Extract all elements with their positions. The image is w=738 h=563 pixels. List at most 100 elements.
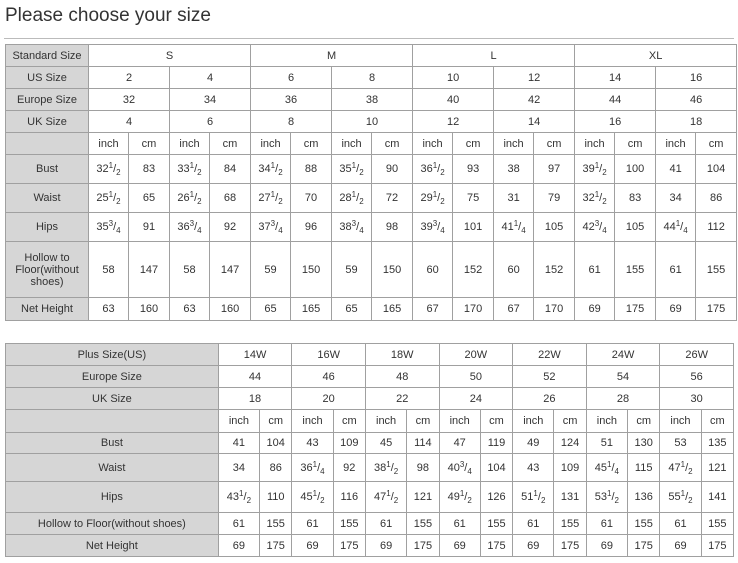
row-label: Waist — [5, 183, 89, 213]
table-cell: 281/2 — [331, 183, 373, 213]
table-cell: 34 — [217, 453, 261, 482]
table-cell: 24W — [585, 343, 661, 366]
table-cell: inch — [331, 132, 373, 155]
table-cell: cm — [479, 409, 514, 433]
table-cell: 175 — [614, 297, 657, 321]
table-cell: 155 — [259, 512, 293, 535]
table-cell: 34 — [655, 183, 697, 213]
table-cell: 121 — [406, 481, 440, 513]
table-cell: 471/2 — [364, 481, 408, 513]
table-cell: 351/2 — [331, 154, 373, 184]
table-cell: 20 — [291, 387, 366, 410]
table-cell: 441/4 — [655, 212, 697, 242]
table-cell: 61 — [659, 512, 702, 535]
table-cell: 47 — [438, 432, 481, 454]
table-cell: 105 — [533, 212, 576, 242]
table-cell: inch — [412, 132, 454, 155]
table-row: Europe Size 32 34 36 38 40 42 44 46 — [5, 88, 738, 111]
table-cell: 36 — [250, 88, 333, 111]
table-cell: 65 — [331, 297, 373, 321]
table-cell: cm — [452, 132, 495, 155]
table-cell: 160 — [208, 297, 252, 321]
table-cell: 31 — [493, 183, 535, 213]
table-cell: 63 — [88, 297, 129, 321]
table-cell: 104 — [259, 432, 293, 454]
table-cell: 411/4 — [493, 212, 535, 242]
table-cell: 291/2 — [412, 183, 454, 213]
table-cell: 100 — [614, 154, 657, 184]
table-cell: cm — [553, 409, 587, 433]
table-row: Hollow to Floor(without shoes) 58 147 58 147… — [5, 241, 738, 298]
table-cell: L — [412, 44, 576, 67]
table-cell: cm — [695, 132, 738, 155]
table-cell: 75 — [452, 183, 495, 213]
table-cell: 383/4 — [331, 212, 373, 242]
table-cell: 136 — [627, 481, 661, 513]
table-cell: 4 — [168, 66, 252, 89]
table-cell: 72 — [371, 183, 414, 213]
table-cell: 155 — [700, 512, 735, 535]
table-cell: 96 — [290, 212, 333, 242]
table-row: Europe Size 44 46 48 50 52 54 56 — [5, 365, 734, 388]
table-cell: cm — [259, 409, 293, 433]
table-cell: 175 — [332, 534, 366, 557]
table-cell: 86 — [695, 183, 738, 213]
row-label — [5, 132, 89, 155]
row-label: Net Height — [5, 534, 219, 557]
table-cell: 6 — [250, 66, 333, 89]
table-cell: 65 — [250, 297, 292, 321]
table-row: Bust 321/2 83 331/2 84 341/2 88 351/2 90 361/2 93 3… — [5, 154, 738, 184]
table-cell: XL — [574, 44, 738, 67]
table-cell: cm — [627, 409, 661, 433]
table-cell: 14W — [217, 343, 293, 366]
table-cell: 10 — [412, 66, 495, 89]
table-cell: 112 — [695, 212, 738, 242]
table-cell: 98 — [406, 453, 440, 482]
table-cell: 92 — [208, 212, 252, 242]
table-cell: 451/2 — [291, 481, 334, 513]
table-cell: 124 — [553, 432, 587, 454]
divider — [4, 38, 734, 39]
table-cell: 67 — [412, 297, 454, 321]
table-cell: inch — [493, 132, 535, 155]
table-cell: 363/4 — [169, 212, 210, 242]
table-cell: 155 — [332, 512, 366, 535]
table-row: UK Size 4 6 8 10 12 14 16 18 — [5, 110, 738, 133]
table-cell: 531/2 — [585, 481, 629, 513]
table-cell: 61 — [364, 512, 408, 535]
table-cell: 511/2 — [512, 481, 555, 513]
table-cell: 381/2 — [364, 453, 408, 482]
table-cell: 491/2 — [438, 481, 481, 513]
table-cell: 61 — [655, 241, 697, 298]
table-cell: 341/2 — [250, 154, 292, 184]
table-cell: 69 — [655, 297, 697, 321]
table-cell: 67 — [493, 297, 535, 321]
table-cell: 16 — [655, 66, 738, 89]
table-cell: inch — [364, 409, 408, 433]
table-cell: 165 — [371, 297, 414, 321]
row-label: Standard Size — [5, 44, 89, 67]
table-cell: cm — [533, 132, 576, 155]
table-cell: 126 — [479, 481, 514, 513]
table-cell: inch — [291, 409, 334, 433]
table-cell: cm — [371, 132, 414, 155]
table-cell: inch — [217, 409, 261, 433]
table-cell: 115 — [627, 453, 661, 482]
table-cell: 98 — [371, 212, 414, 242]
table-cell: 114 — [406, 432, 440, 454]
table-cell: 79 — [533, 183, 576, 213]
table-cell: 69 — [291, 534, 334, 557]
table-cell: S — [87, 44, 252, 67]
table-cell: 86 — [259, 453, 293, 482]
table-cell: 155 — [406, 512, 440, 535]
row-label: US Size — [5, 66, 89, 89]
table-cell: inch — [512, 409, 555, 433]
table-cell: 8 — [250, 110, 333, 133]
table-cell: 34 — [168, 88, 252, 111]
table-cell: 38 — [493, 154, 535, 184]
table-cell: 61 — [512, 512, 555, 535]
table-cell: 175 — [695, 297, 738, 321]
table-cell: 152 — [533, 241, 576, 298]
table-cell: inch — [438, 409, 481, 433]
table-cell: 16W — [291, 343, 366, 366]
